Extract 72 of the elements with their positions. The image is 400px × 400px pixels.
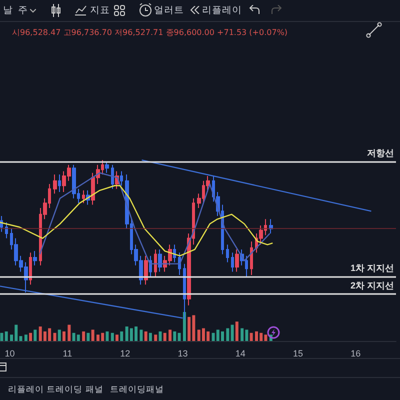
x-tick-label: 13 [178,348,188,358]
bar [53,332,56,341]
bar [76,334,80,341]
x-tick-label: 11 [62,348,72,358]
bar [116,334,119,341]
x-tick-label: 16 [350,348,361,358]
bar [240,328,244,341]
bar [29,332,32,341]
bar [106,331,109,341]
bar [86,332,90,341]
bar [140,330,143,341]
candlestick [111,164,114,190]
candlestick [33,250,37,266]
bar [255,331,258,341]
bar [182,312,186,341]
candlestick [192,198,195,246]
bar [91,330,94,341]
ref-line-label: 저항선 [367,148,394,158]
x-tick-label: 15 [293,348,304,358]
bar [226,328,230,341]
bar [178,332,181,341]
bar [158,331,162,341]
bar [82,331,86,341]
candlestick [158,248,162,272]
text: 날 [3,4,13,18]
candlestick [231,252,234,272]
candlestick [58,174,61,193]
x-tick-label: 12 [120,348,130,358]
ref-line-label: 1차 지지선 [350,263,394,274]
candlestick [105,161,109,174]
text: 리플레이 [202,4,242,18]
candlestick [29,252,32,286]
candlestick [250,240,253,276]
candlestick [144,255,148,286]
bar [19,336,22,341]
bar [58,330,61,341]
bar [188,316,191,341]
text: 지표 [90,4,110,18]
bar [154,334,158,341]
bar [62,331,66,341]
bar [0,332,4,341]
x-tick-label: 10 [4,348,15,358]
ref-line-label: 2차 지지선 [350,280,394,291]
candlestick [226,244,229,263]
bar [24,334,28,341]
candlestick [120,170,123,186]
bar [230,324,234,341]
text: 얼러트 [154,4,184,18]
bar [235,322,238,341]
bar [4,331,8,341]
candlestick [82,190,85,204]
candlestick [5,222,8,239]
text: 리플레이 트레이딩 패널 [8,384,104,397]
bar [163,332,166,341]
candlestick [235,248,239,272]
candlestick [72,164,76,199]
x-tick-label: 14 [235,348,246,358]
text: 시96,528.47 고96,736.70 저96,527.71 종96,600.00 +71.53 (+0.07%) [12,27,288,39]
candlestick [173,244,176,263]
text: 주 [18,4,28,18]
text: 트레이딩패널 [110,384,164,397]
candlestick [53,174,57,194]
bar [68,324,71,341]
bar [34,330,37,341]
bar [250,332,253,341]
bar [148,332,152,341]
bar [120,331,124,341]
bar [168,330,172,341]
bar [144,331,148,341]
bar [173,331,176,341]
bar [110,332,114,341]
candlestick [154,248,157,278]
